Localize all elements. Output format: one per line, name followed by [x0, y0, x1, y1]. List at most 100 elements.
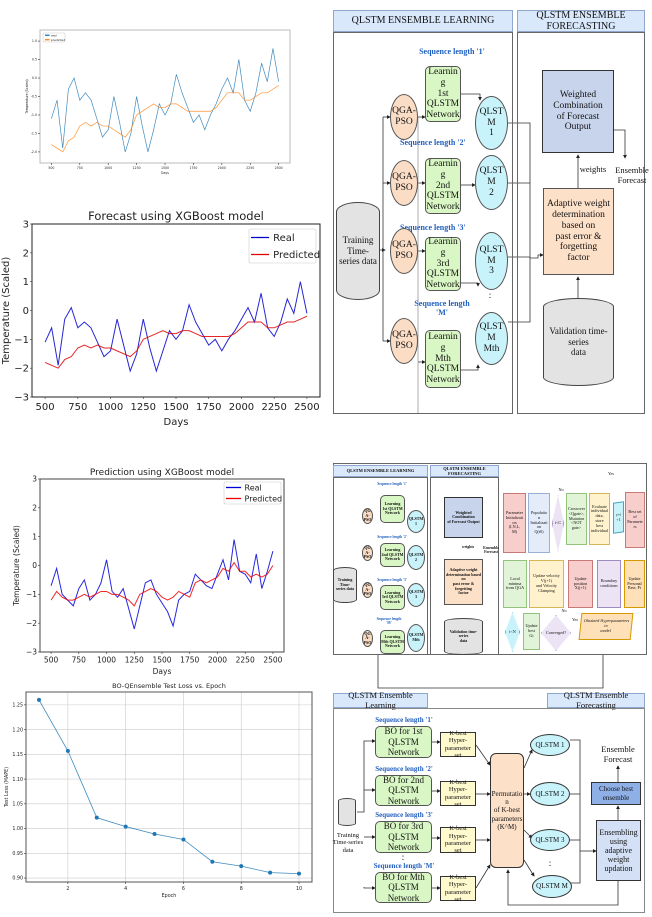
qga-pso-node-m: QGA- PSO	[390, 318, 418, 364]
y-tick-label: 1.25	[12, 703, 23, 709]
x-tick-label: 1750	[180, 656, 199, 665]
seq-label-2: Sequence length '2'	[375, 765, 433, 774]
y-tick-label: 0	[23, 306, 29, 317]
x-tick-label: 8	[240, 886, 243, 892]
update-best-box: Update best Gi	[523, 613, 540, 650]
bo-network-1: BO for 1st QLSTM Network	[375, 726, 432, 758]
training-data-cylinder: Training Time- series data	[336, 202, 380, 300]
ellipsis-right: :	[548, 857, 552, 868]
learning-panel	[333, 32, 513, 414]
chart-title: Forecast using XGBoost model	[88, 209, 264, 223]
t-less-c-decision: t<C	[552, 495, 564, 552]
y-tick-label: 0	[32, 561, 37, 570]
best-params-box: Best set of Parameters	[625, 492, 645, 548]
x-tick-label: 1000	[97, 656, 116, 665]
seq-label-m: Sequence length 'M'	[373, 862, 435, 871]
update-position-box: Update position X(j+1)	[568, 560, 593, 608]
y-tick-label: 1.10	[12, 777, 23, 783]
sequence-label-1: Sequence length '1'	[419, 47, 485, 57]
y-axis-label: Temperature (Scaled)	[12, 525, 21, 607]
mini-header-forecasting: QLSTM ENSEMBLE FORECASTING	[430, 465, 499, 477]
x-tick-label: 1750	[196, 402, 221, 413]
forecasting-panel	[517, 32, 645, 414]
x-tick-label: 2500	[275, 166, 283, 170]
mini-learning-2: Learning 2nd QLSTM Network	[380, 543, 405, 567]
x-axis-label: Epoch	[162, 893, 177, 899]
data-point	[268, 870, 273, 875]
series-line-real	[50, 539, 274, 630]
y-axis-label: Temperature (Scaled)	[25, 79, 29, 114]
no-label-mid: No	[561, 608, 567, 614]
data-point	[65, 748, 70, 753]
data-point	[123, 824, 128, 829]
x-tick-label: 2000	[218, 166, 226, 170]
data-point	[181, 837, 186, 842]
series-line-real	[51, 48, 279, 153]
data-point	[37, 697, 41, 702]
x-tick-label: 500	[36, 402, 55, 413]
ellipsis: :	[488, 289, 492, 300]
x-tick-label: 1500	[152, 656, 171, 665]
header-ensemble-forecasting: QLSTM ENSEMBLE FORECASTING	[517, 10, 645, 32]
mini-qga-3: QGA- PSO	[362, 582, 373, 598]
x-tick-label: 750	[77, 166, 83, 170]
legend-label-predicted: Predicted	[273, 250, 320, 261]
personal-best-box: Update Personal Best; Pi	[624, 560, 645, 608]
bo-network-3: BO for 3rd QLSTM Network	[375, 821, 432, 853]
plot-frame	[39, 29, 291, 164]
y-axis-label: Test Loss (MAPE)	[4, 767, 10, 808]
learning-network-m: Learning Mth QLSTM Network	[425, 330, 461, 388]
qlstm-node-1: QLSTM 1	[530, 734, 570, 756]
y-tick-label: −2	[14, 364, 29, 375]
y-tick-label: -1.5	[31, 132, 37, 136]
x-tick-label: 6	[182, 886, 185, 892]
mini-training-cylinder: Training Time- series data	[333, 567, 357, 603]
qlstm-node-1: QLSTM 1	[475, 96, 508, 150]
legend-label-real: real	[51, 33, 57, 37]
y-tick-label: 1.0	[32, 39, 37, 43]
mini-weighted-box: Weighted Combination of Forecast Output	[444, 497, 483, 538]
y-tick-label: 2	[32, 503, 37, 512]
bo-network-m: BO for Mth QLSTM Network	[375, 872, 432, 903]
param-init-box: Parameter Initialization (I,N,L, M)	[503, 493, 526, 553]
i-less-n-decision: i<N	[505, 612, 520, 652]
ensemble-forecast-label: Ensemble Forecast	[615, 165, 649, 185]
qlstm-node-2: QLSTM 2	[530, 782, 570, 806]
x-tick-label: 2000	[229, 402, 254, 413]
x-tick-label: 750	[68, 402, 87, 413]
data-point	[239, 864, 244, 869]
plot-frame	[39, 478, 285, 653]
learning-network-2: Learning 2nd QLSTM Network	[425, 158, 461, 214]
mini-weights-label: weights	[461, 544, 475, 549]
data-point	[94, 815, 99, 820]
plot-frame	[25, 691, 313, 883]
x-tick-label: 2250	[261, 402, 286, 413]
ensemble-forecast-label: Ensemble Forecast	[601, 744, 635, 764]
y-tick-label: 2	[23, 248, 29, 259]
learning-network-3: Learning 3rd QLSTM Network	[425, 236, 461, 291]
mini-qga-2: QGA- PSO	[362, 545, 373, 561]
x-tick-label: 1250	[131, 402, 156, 413]
y-tick-label: 1.00	[12, 826, 23, 832]
y-tick-label: 0.90	[12, 876, 23, 882]
legend-label-real: Real	[245, 483, 262, 492]
kbest-set-3: K-best Hyper- parameter set	[440, 825, 476, 854]
qlstm-node-m: QLSTM Mth	[475, 312, 508, 365]
qlstm-node-3: QLSTM 3	[530, 829, 570, 851]
y-tick-label: −1	[14, 335, 29, 346]
pop-init-box: Population Initialization Q(t0)	[528, 493, 550, 553]
yes-label-top: Yes	[607, 470, 615, 476]
mini-learning-3: Learning 3rd QLSTM Network	[380, 585, 405, 610]
sequence-label-2: Sequence length '2'	[400, 138, 466, 148]
x-tick-label: 500	[48, 166, 54, 170]
y-tick-label: 3	[23, 220, 29, 231]
y-tick-label: 1	[23, 277, 29, 288]
x-axis-label: Days	[153, 667, 172, 676]
x-tick-label: 500	[44, 656, 59, 665]
permutation-box: Permutation of K-best parameters (K^M)	[490, 753, 524, 868]
y-tick-label: 1.05	[12, 802, 23, 808]
mini-qlstm-1: QLSTM 1	[407, 510, 425, 533]
series-line-predicted	[44, 315, 308, 369]
y-tick-label: -1.0	[31, 113, 37, 117]
